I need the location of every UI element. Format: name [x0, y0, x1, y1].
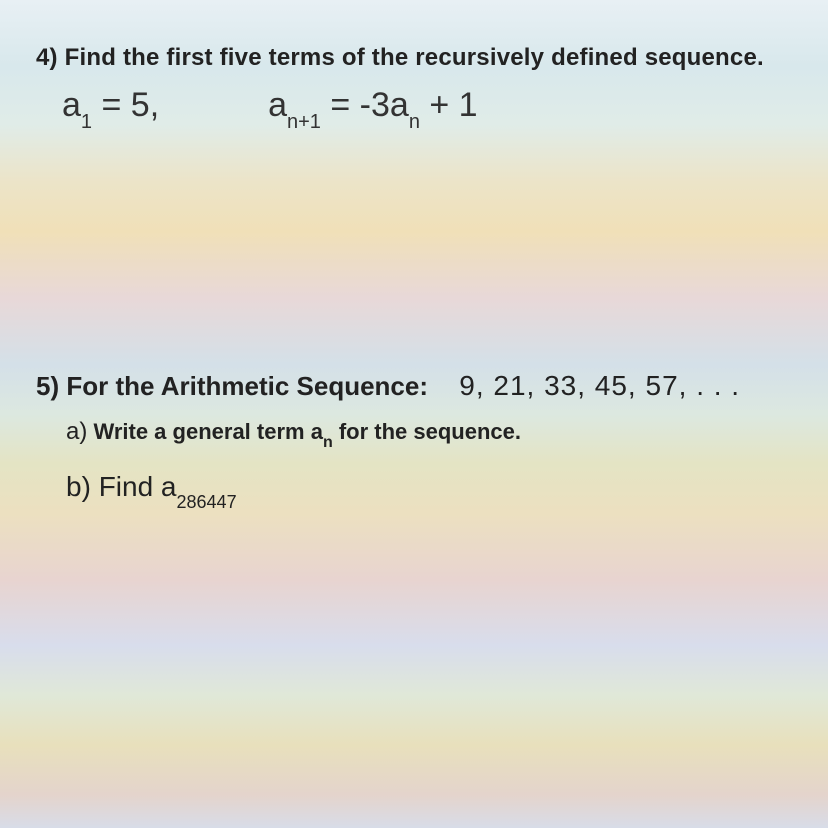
eq-a2: a — [268, 86, 287, 124]
problem-4-equation: a1 = 5, an+1 = -3an + 1 — [62, 86, 808, 130]
problem-5a-label: a) — [66, 418, 87, 445]
eq-a: a — [62, 86, 81, 124]
problem-5a-text-2: for the sequence. — [339, 419, 521, 444]
eq-sub-n: n — [409, 111, 420, 133]
eq-rest-1: = 5, — [92, 86, 159, 124]
problem-5b-text: Find a — [99, 471, 177, 502]
problem-5b-label: b) — [66, 471, 91, 502]
equation-recursive: an+1 = -3an + 1 — [268, 86, 478, 130]
problem-5a-text-1: Write a general term a — [93, 419, 322, 444]
problem-5: 5) For the Arithmetic Sequence: 9, 21, 3… — [36, 370, 808, 508]
eq-sub-1: 1 — [81, 111, 92, 133]
problem-5-number: 5) — [36, 371, 59, 401]
problem-4-prompt-text: Find the first five terms of the recursi… — [65, 44, 764, 71]
problem-4-prompt: 4) Find the first five terms of the recu… — [36, 44, 808, 72]
problem-5a-sub: n — [323, 434, 333, 451]
problem-4: 4) Find the first five terms of the recu… — [36, 44, 808, 130]
equation-a1: a1 = 5, — [62, 86, 159, 130]
problem-5a: a) Write a general term an for the seque… — [66, 418, 808, 449]
eq-mid: = -3a — [321, 86, 409, 124]
eq-sub-n1: n+1 — [287, 111, 321, 133]
problem-5b: b) Find a286447 — [66, 471, 808, 508]
problem-5-intro: For the Arithmetic Sequence: — [66, 371, 428, 401]
problem-5b-sub: 286447 — [177, 492, 237, 512]
problem-4-number: 4) — [36, 44, 58, 71]
eq-end: + 1 — [420, 86, 478, 124]
problem-5-prompt: 5) For the Arithmetic Sequence: 9, 21, 3… — [36, 370, 808, 402]
problem-5-sequence: 9, 21, 33, 45, 57, . . . — [459, 370, 740, 401]
